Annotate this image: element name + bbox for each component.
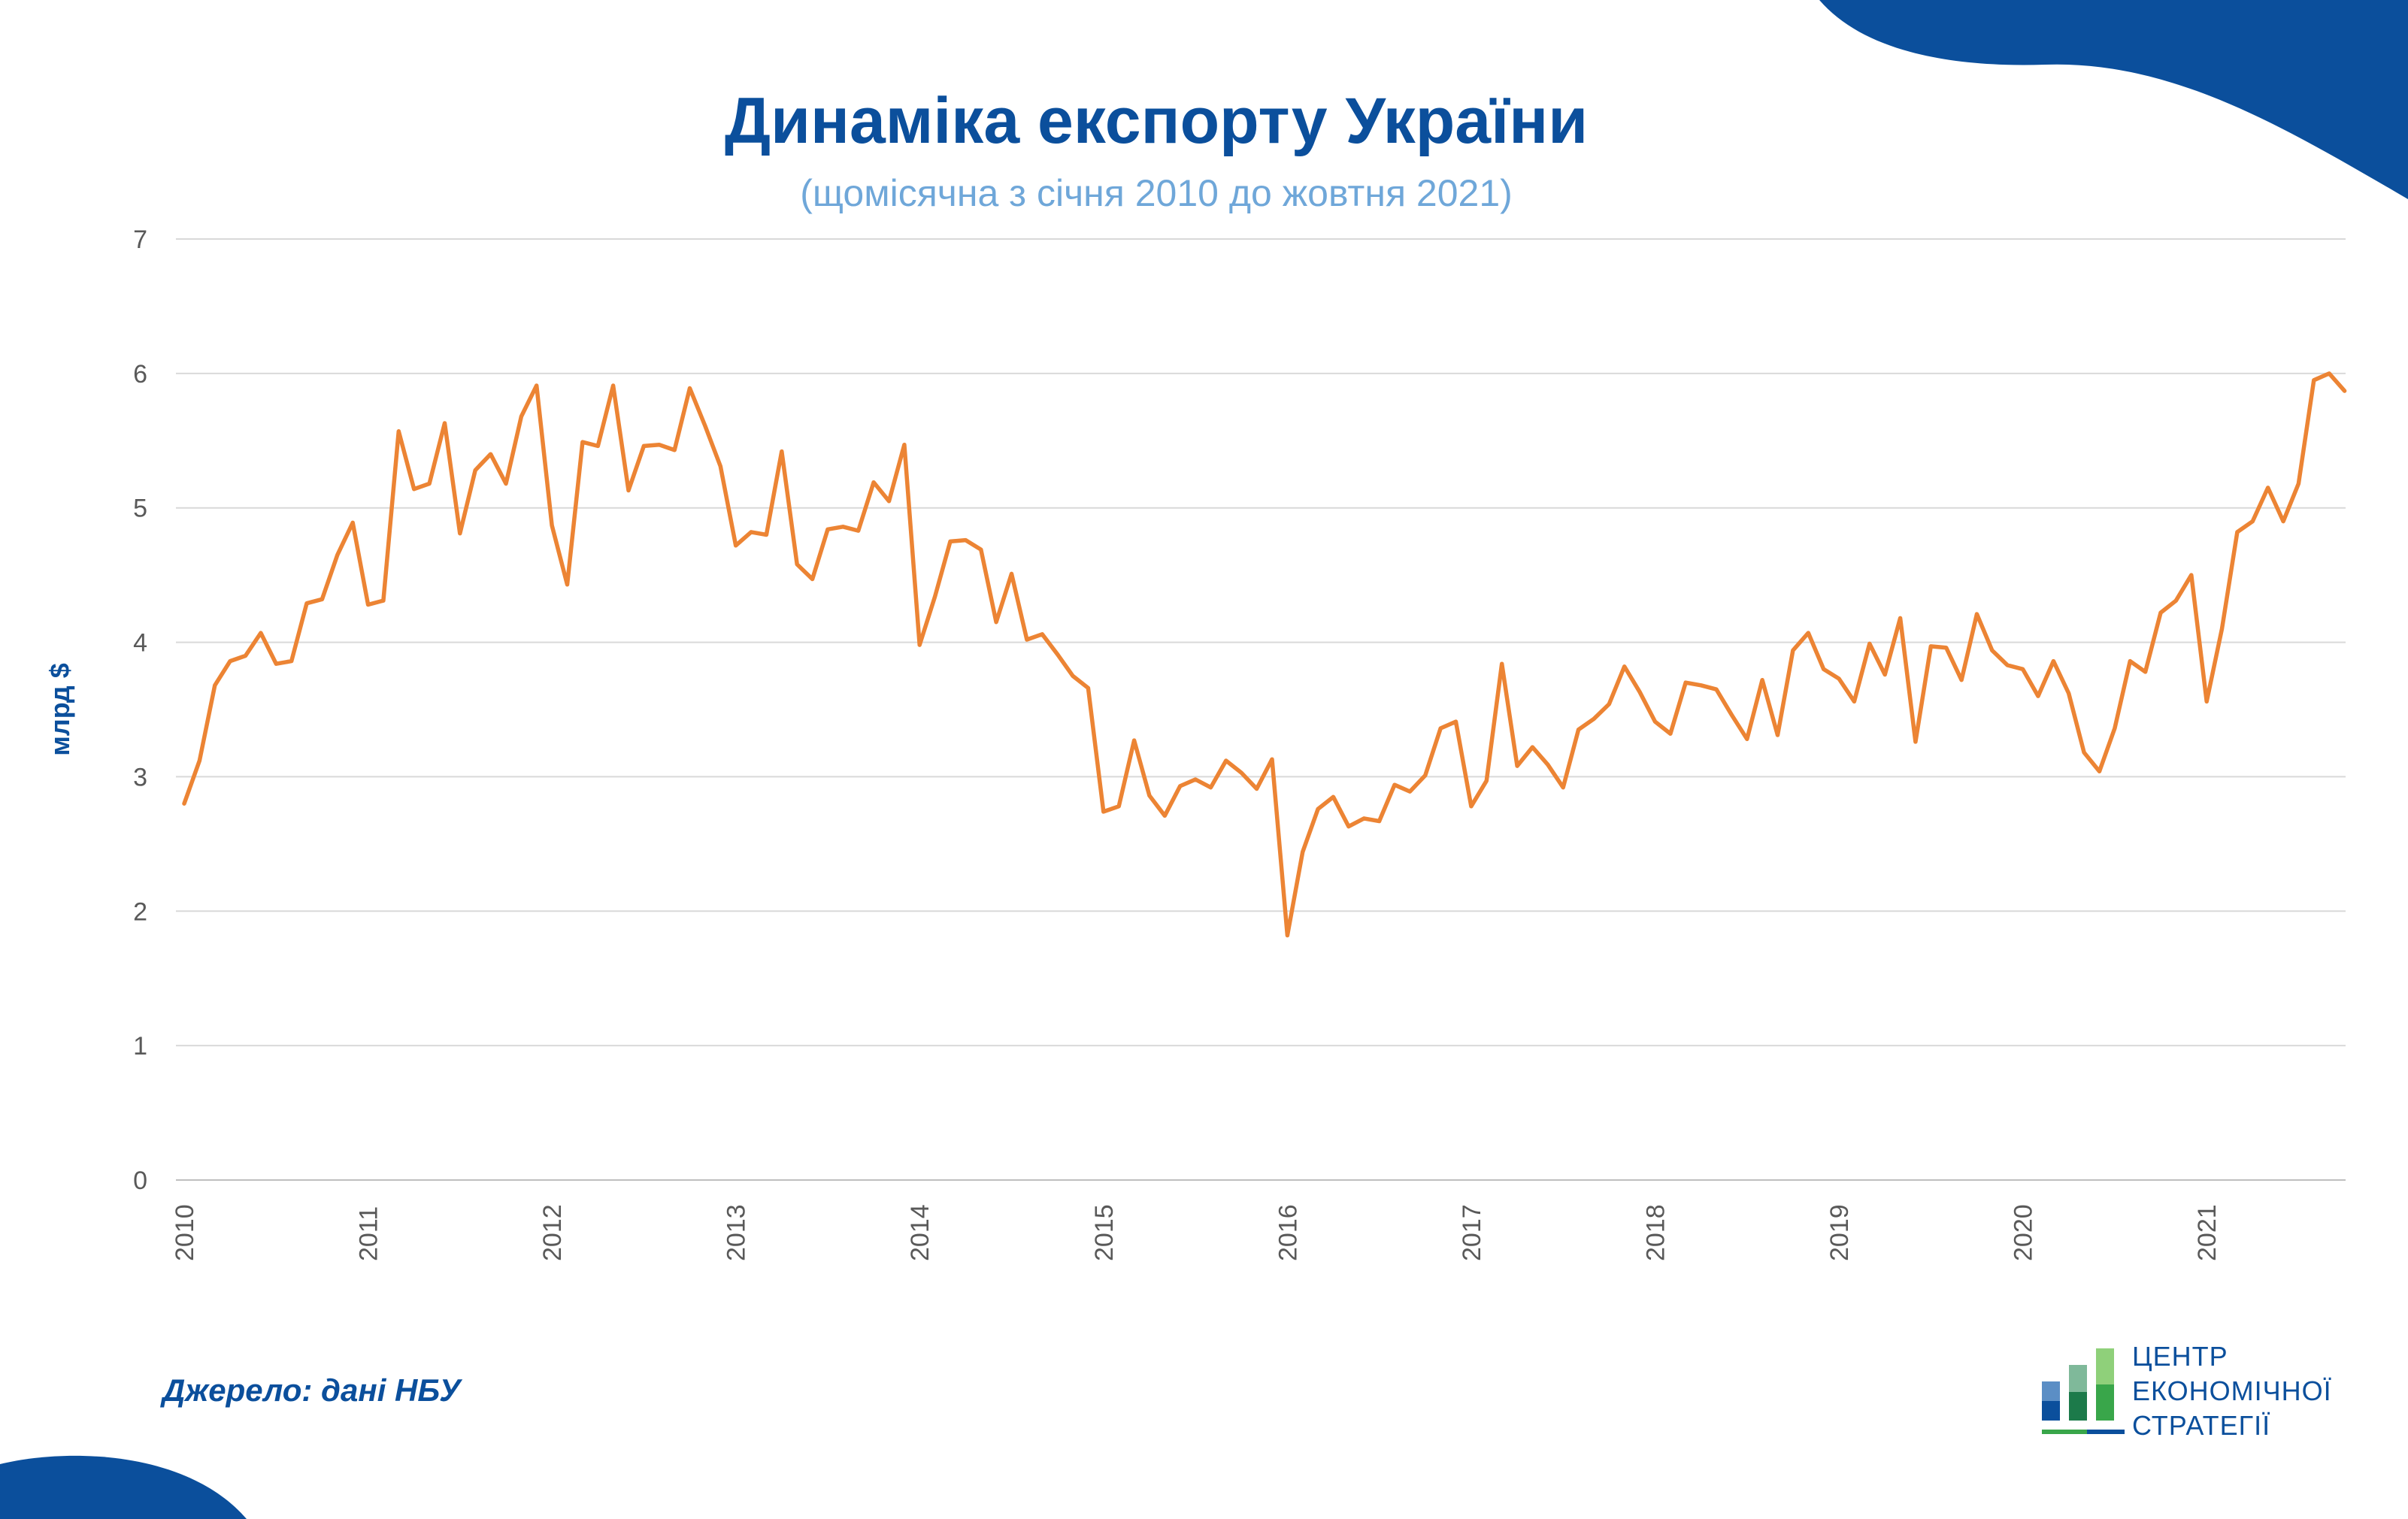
x-tick-label: 2016 bbox=[1274, 1204, 1302, 1261]
y-tick-label: 1 bbox=[133, 1032, 147, 1061]
y-tick-label: 0 bbox=[133, 1166, 147, 1195]
logo-text: ЦЕНТР ЕКОНОМІЧНОЇ СТРАТЕГІЇ bbox=[2132, 1339, 2332, 1443]
chart-title: Динаміка експорту України bbox=[724, 85, 1589, 157]
x-tick-label: 2013 bbox=[722, 1204, 751, 1261]
logo-line-2: ЕКОНОМІЧНОЇ bbox=[2132, 1375, 2332, 1406]
y-tick-label: 6 bbox=[133, 360, 147, 389]
source-note: Джерело: дані НБУ bbox=[162, 1372, 461, 1408]
x-tick-label: 2018 bbox=[1641, 1204, 1670, 1261]
logo-line-1: ЦЕНТР bbox=[2132, 1341, 2228, 1372]
x-tick-label: 2015 bbox=[1090, 1204, 1119, 1261]
x-tick-label: 2012 bbox=[538, 1204, 567, 1261]
x-tick-label: 2019 bbox=[1825, 1204, 1854, 1261]
y-tick-label: 5 bbox=[133, 495, 147, 523]
y-tick-label: 3 bbox=[133, 763, 147, 791]
x-axis-ticks: 2010 2011 2012 2013 2014 2015 2016 2017 2018 2019… bbox=[171, 1204, 2222, 1261]
y-axis-label: млрд $ bbox=[44, 663, 75, 755]
gridlines bbox=[176, 238, 2346, 1181]
x-tick-label: 2021 bbox=[2193, 1204, 2222, 1261]
logo-line-3: СТРАТЕГІЇ bbox=[2132, 1410, 2271, 1441]
x-tick-label: 2011 bbox=[355, 1206, 383, 1261]
x-tick-label: 2020 bbox=[2010, 1204, 2038, 1261]
y-tick-label: 2 bbox=[133, 897, 147, 926]
x-tick-label: 2010 bbox=[171, 1204, 199, 1261]
y-tick-label: 7 bbox=[133, 225, 147, 254]
x-tick-label: 2014 bbox=[906, 1204, 934, 1261]
top-right-decorative-wave bbox=[1819, 0, 2408, 199]
bar-chart-logo-icon bbox=[2042, 1348, 2125, 1434]
y-tick-label: 4 bbox=[133, 629, 147, 658]
y-axis-ticks: 0 1 2 3 4 5 6 7 bbox=[133, 225, 147, 1195]
series-line-exports bbox=[182, 371, 2347, 938]
chart-subtitle: (щомісячна з січня 2010 до жовтня 2021) bbox=[800, 172, 1513, 214]
bottom-left-decorative-wave bbox=[0, 1455, 247, 1519]
x-tick-label: 2017 bbox=[1458, 1204, 1486, 1261]
